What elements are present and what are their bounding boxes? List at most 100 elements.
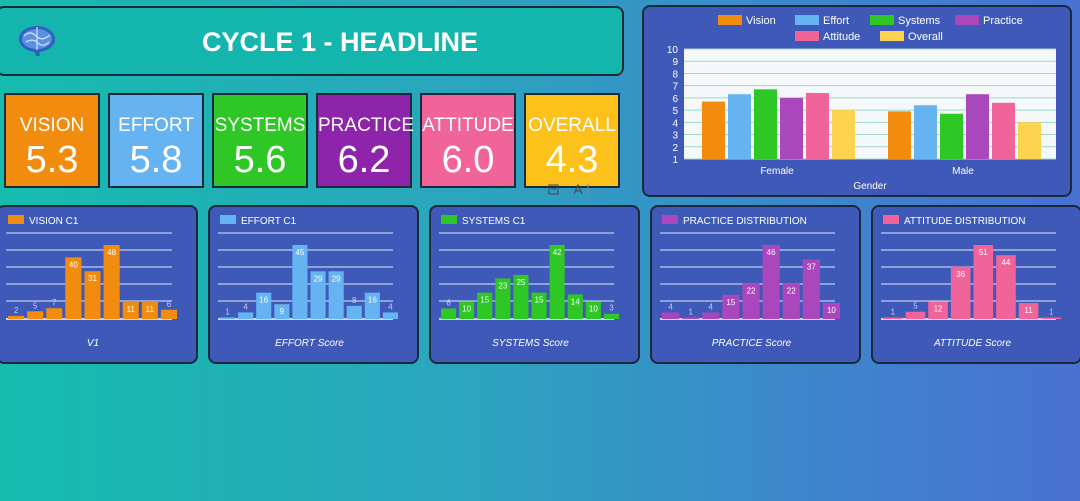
tile-value: 6.2 bbox=[337, 139, 391, 181]
bar bbox=[567, 294, 583, 319]
bar bbox=[141, 302, 158, 319]
legend-label: Vision bbox=[746, 15, 776, 27]
bar bbox=[742, 283, 760, 319]
x-axis-label: EFFORT Score bbox=[275, 338, 344, 349]
x-tick-label: Male bbox=[952, 166, 974, 177]
data-label: 1 bbox=[1049, 308, 1054, 317]
bar bbox=[762, 245, 780, 319]
bar bbox=[1018, 122, 1041, 159]
bar bbox=[973, 245, 994, 319]
data-label: 8 bbox=[352, 296, 357, 305]
y-tick-label: 9 bbox=[672, 57, 678, 68]
data-label: 6 bbox=[167, 300, 172, 309]
bar bbox=[883, 317, 903, 319]
effort-distribution-panel: EFFORT C1 1 4 16 9 45 29 29 8 16 4 EFFORT Score bbox=[208, 205, 419, 364]
bar bbox=[992, 102, 1015, 159]
practice-score-tile: PRACTICE 6.2 bbox=[316, 93, 415, 188]
data-label: 5 bbox=[33, 301, 38, 310]
data-label: 42 bbox=[553, 248, 562, 257]
bar bbox=[662, 312, 680, 319]
data-label: 16 bbox=[259, 296, 268, 305]
legend-label: Effort bbox=[823, 15, 849, 27]
tile-toolbar-icons[interactable] bbox=[548, 183, 592, 197]
systems-distribution-panel: SYSTEMS C1 6 10 15 23 25 15 42 14 10 3 SYSTEMS Scor… bbox=[429, 205, 640, 364]
bar bbox=[382, 312, 398, 319]
legend-swatch bbox=[870, 15, 894, 25]
brain-icon bbox=[19, 26, 55, 56]
bar bbox=[996, 255, 1016, 319]
tile-label: PRACTICE bbox=[318, 115, 415, 136]
tile-label: EFFORT bbox=[118, 115, 194, 136]
practice-distribution-panel: PRACTICE DISTRIBUTION 4 1 4 15 22 46 22 37 10 PRAC… bbox=[650, 205, 861, 364]
chart-title: EFFORT C1 bbox=[241, 216, 297, 227]
tile-value: 5.8 bbox=[129, 139, 183, 181]
x-axis-label: SYSTEMS Score bbox=[492, 338, 569, 349]
data-label: 48 bbox=[107, 248, 116, 257]
data-label: 10 bbox=[589, 304, 598, 313]
bar bbox=[603, 313, 619, 319]
bar bbox=[256, 292, 272, 319]
attitude-distribution-panel: ATTITUDE DISTRIBUTION 1 5 12 36 51 44 11 1 ATTITU… bbox=[871, 205, 1080, 364]
data-label: 22 bbox=[787, 287, 796, 296]
y-tick-label: 1 bbox=[672, 155, 678, 166]
bar bbox=[65, 257, 82, 319]
bar bbox=[905, 311, 926, 319]
data-label: 23 bbox=[498, 281, 507, 290]
chart-title: PRACTICE DISTRIBUTION bbox=[683, 216, 807, 227]
bar bbox=[832, 110, 855, 159]
data-label: 6 bbox=[446, 298, 451, 307]
data-label: 1 bbox=[225, 307, 230, 316]
bar bbox=[238, 312, 254, 319]
data-label: 11 bbox=[127, 305, 136, 314]
legend-swatch bbox=[220, 215, 236, 224]
tile-value: 5.3 bbox=[25, 139, 79, 181]
data-label: 7 bbox=[52, 298, 57, 307]
legend-label: Overall bbox=[908, 31, 943, 43]
y-tick-label: 2 bbox=[672, 143, 678, 154]
bar bbox=[346, 305, 362, 319]
data-label: 5 bbox=[913, 302, 918, 311]
legend-label: Practice bbox=[983, 15, 1023, 27]
tile-label: OVERALL bbox=[528, 115, 616, 136]
bar bbox=[292, 245, 308, 319]
bar bbox=[1018, 303, 1039, 319]
data-label: 46 bbox=[767, 248, 776, 257]
tile-value: 4.3 bbox=[545, 139, 599, 181]
data-label: 40 bbox=[69, 260, 78, 269]
data-label: 1 bbox=[891, 308, 896, 317]
data-label: 15 bbox=[726, 298, 735, 307]
data-label: 44 bbox=[1001, 258, 1010, 267]
chart-title: ATTITUDE DISTRIBUTION bbox=[904, 216, 1025, 227]
bar bbox=[806, 93, 829, 159]
practice-distribution-chart: PRACTICE DISTRIBUTION 4 1 4 15 22 46 22 37 10 PRAC… bbox=[660, 215, 840, 349]
legend-label: Attitude bbox=[823, 31, 860, 43]
x-axis-label: V1 bbox=[87, 338, 99, 349]
bar bbox=[160, 309, 177, 319]
bar bbox=[722, 294, 740, 319]
y-tick-label: 8 bbox=[672, 69, 678, 80]
bar bbox=[27, 311, 44, 319]
data-label: 16 bbox=[368, 296, 377, 305]
vision-distribution-panel: VISION C1 2 5 7 40 31 48 11 11 6 V1 bbox=[0, 205, 198, 364]
bar bbox=[914, 105, 937, 159]
data-label: 45 bbox=[295, 248, 304, 257]
dashboard-header: CYCLE 1 - HEADLINE bbox=[0, 6, 624, 76]
bar bbox=[441, 308, 457, 319]
vision-distribution-chart: VISION C1 2 5 7 40 31 48 11 11 6 V1 bbox=[6, 215, 177, 349]
data-label: 9 bbox=[280, 307, 285, 316]
legend-swatch bbox=[880, 31, 904, 41]
data-label: 25 bbox=[516, 278, 525, 287]
bar bbox=[802, 259, 820, 319]
bar bbox=[477, 292, 493, 319]
bar bbox=[364, 292, 380, 319]
bar bbox=[928, 301, 948, 319]
bar bbox=[1041, 317, 1061, 319]
bar bbox=[328, 271, 344, 319]
chart-title: VISION C1 bbox=[29, 216, 79, 227]
data-label: 51 bbox=[979, 248, 988, 257]
data-label: 29 bbox=[314, 274, 323, 283]
data-label: 4 bbox=[388, 302, 393, 311]
page-title: CYCLE 1 - HEADLINE bbox=[201, 27, 479, 57]
bar bbox=[8, 315, 25, 319]
tile-label: SYSTEMS bbox=[214, 115, 306, 136]
